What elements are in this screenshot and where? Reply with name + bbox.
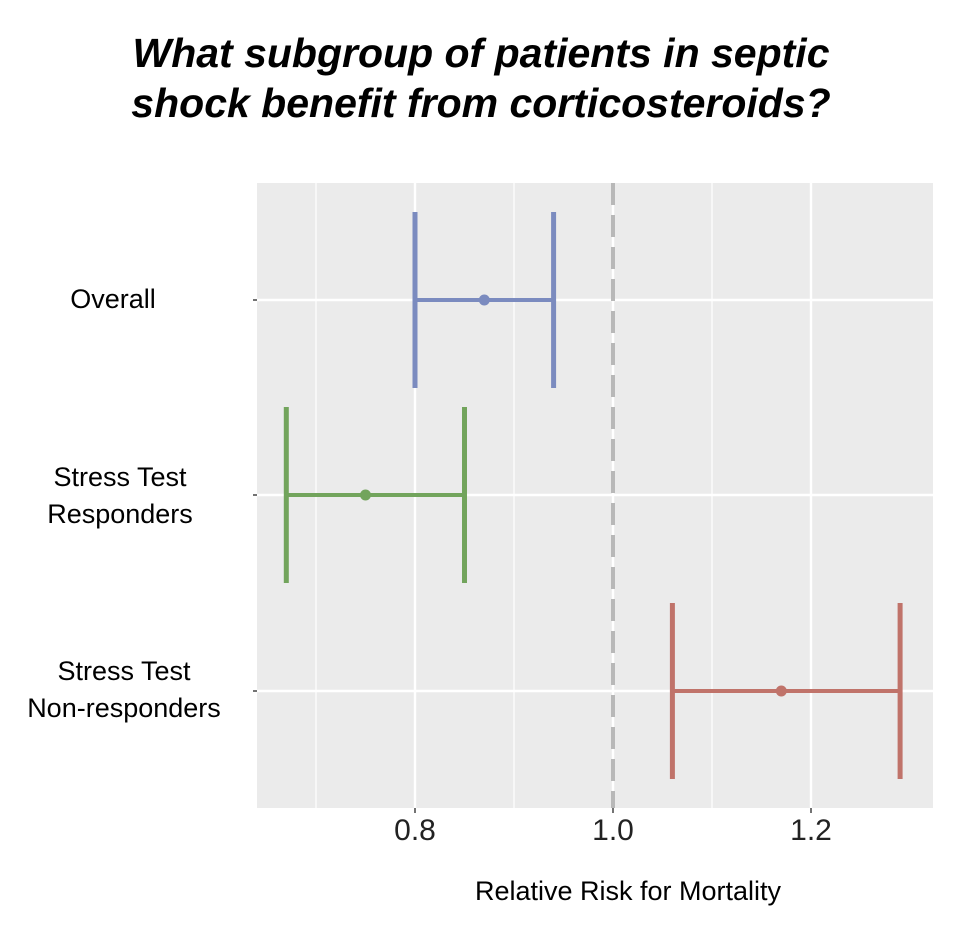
chart-title-line-1: What subgroup of patients in septic	[132, 30, 830, 76]
x-tick-label-0: 0.8	[394, 814, 436, 847]
point-estimate-0	[478, 294, 490, 306]
chart-title: What subgroup of patients in septic shoc…	[0, 28, 962, 128]
category-label-responders: Stress Test Responders	[47, 462, 193, 529]
point-estimate-2	[775, 685, 787, 697]
point-estimate-1	[360, 489, 371, 501]
category-label-non-responders: Stress Test Non-responders	[27, 656, 221, 723]
x-tick-label-1: 1.0	[592, 814, 634, 847]
x-axis-label: Relative Risk for Mortality	[474, 876, 782, 906]
category-label-overall: Overall	[70, 284, 156, 314]
x-tick-label-2: 1.2	[790, 814, 832, 847]
chart-title-line-2: shock benefit from corticosteroids?	[131, 80, 831, 126]
